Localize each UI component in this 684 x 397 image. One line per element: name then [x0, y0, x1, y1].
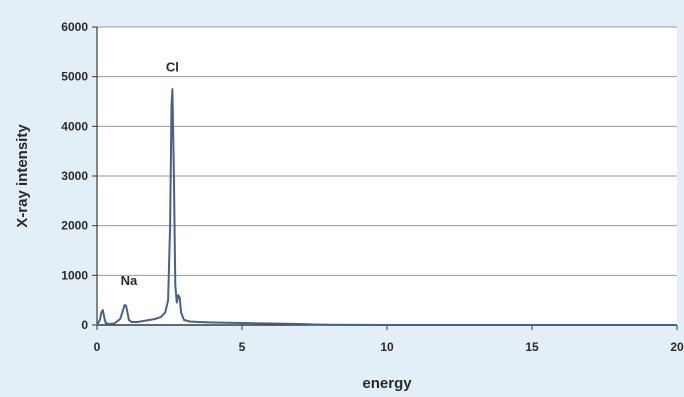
x-tick-label-20: 20 [670, 340, 684, 354]
x-tick-label-0: 0 [94, 340, 101, 354]
y-tick-label-5000: 5000 [61, 70, 88, 84]
x-axis-ticks: 0 5 10 15 20 [94, 325, 684, 354]
y-tick-label-0: 0 [81, 318, 88, 332]
spectrum-line [96, 88, 677, 326]
y-tick-label-6000: 6000 [61, 20, 88, 34]
y-tick-label-3000: 3000 [61, 169, 88, 183]
annotation-cl: Cl [166, 60, 179, 75]
y-tick-label-2000: 2000 [61, 219, 88, 233]
x-tick-label-15: 15 [525, 340, 539, 354]
x-tick-label-5: 5 [239, 340, 246, 354]
y-axis-ticks: 0 1000 2000 3000 4000 5000 6000 [61, 20, 97, 332]
annotation-na: Na [121, 273, 138, 288]
peak-annotations: Cl Na [121, 60, 179, 289]
x-tick-label-10: 10 [380, 340, 394, 354]
y-tick-label-4000: 4000 [61, 119, 88, 133]
x-axis-title: energy [362, 375, 412, 392]
y-tick-label-1000: 1000 [61, 268, 88, 282]
y-axis-title: X-ray intensity [14, 124, 31, 228]
